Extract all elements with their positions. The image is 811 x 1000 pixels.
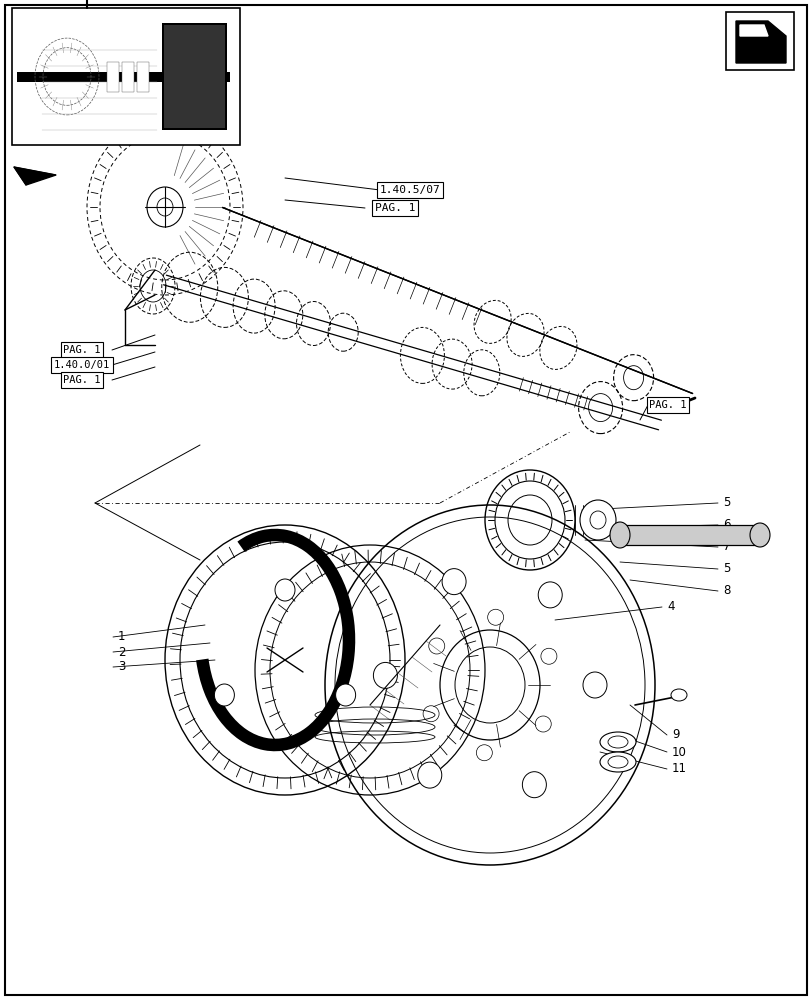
Polygon shape <box>735 21 785 63</box>
Bar <box>620 525 759 545</box>
Polygon shape <box>739 25 767 36</box>
Ellipse shape <box>521 772 546 798</box>
Ellipse shape <box>428 638 444 654</box>
Text: 5: 5 <box>722 496 729 510</box>
Ellipse shape <box>579 500 616 540</box>
Polygon shape <box>14 167 56 185</box>
Bar <box>162 23 227 130</box>
Ellipse shape <box>335 684 355 706</box>
Bar <box>725 12 793 70</box>
Ellipse shape <box>418 762 441 788</box>
Text: 6: 6 <box>722 518 730 532</box>
Text: 9: 9 <box>672 728 679 741</box>
Text: PAG. 1: PAG. 1 <box>63 375 101 385</box>
Text: 8: 8 <box>722 584 729 597</box>
Ellipse shape <box>373 662 397 688</box>
Ellipse shape <box>423 706 439 722</box>
Ellipse shape <box>147 187 182 227</box>
Ellipse shape <box>275 579 294 601</box>
Text: 7: 7 <box>722 540 730 554</box>
Ellipse shape <box>582 672 607 698</box>
Ellipse shape <box>534 716 551 732</box>
Ellipse shape <box>749 523 769 547</box>
Bar <box>12 8 240 145</box>
Ellipse shape <box>487 609 503 625</box>
Ellipse shape <box>214 684 234 706</box>
Ellipse shape <box>599 752 635 772</box>
Bar <box>164 25 225 128</box>
Text: 1.40.5/07: 1.40.5/07 <box>380 185 440 195</box>
Text: 1: 1 <box>118 630 126 644</box>
Text: 11: 11 <box>672 762 686 776</box>
Ellipse shape <box>670 689 686 701</box>
Ellipse shape <box>540 648 556 664</box>
Text: PAG. 1: PAG. 1 <box>375 203 414 213</box>
Ellipse shape <box>609 522 629 548</box>
Ellipse shape <box>590 511 605 529</box>
Bar <box>17 72 230 82</box>
Ellipse shape <box>538 582 561 608</box>
Text: 3: 3 <box>118 660 125 674</box>
Text: 1.40.0/01: 1.40.0/01 <box>54 360 110 370</box>
Text: 10: 10 <box>672 745 686 758</box>
Ellipse shape <box>476 745 491 761</box>
Bar <box>107 62 119 92</box>
Text: PAG. 1: PAG. 1 <box>649 400 686 410</box>
Ellipse shape <box>157 198 173 216</box>
Bar <box>122 62 134 92</box>
Ellipse shape <box>441 569 466 595</box>
Text: PAG. 1: PAG. 1 <box>63 345 101 355</box>
Ellipse shape <box>607 756 627 768</box>
Text: 2: 2 <box>118 646 126 658</box>
Ellipse shape <box>607 736 627 748</box>
Ellipse shape <box>599 732 635 752</box>
Text: 4: 4 <box>666 600 674 613</box>
Text: 5: 5 <box>722 562 729 576</box>
Bar <box>137 62 148 92</box>
